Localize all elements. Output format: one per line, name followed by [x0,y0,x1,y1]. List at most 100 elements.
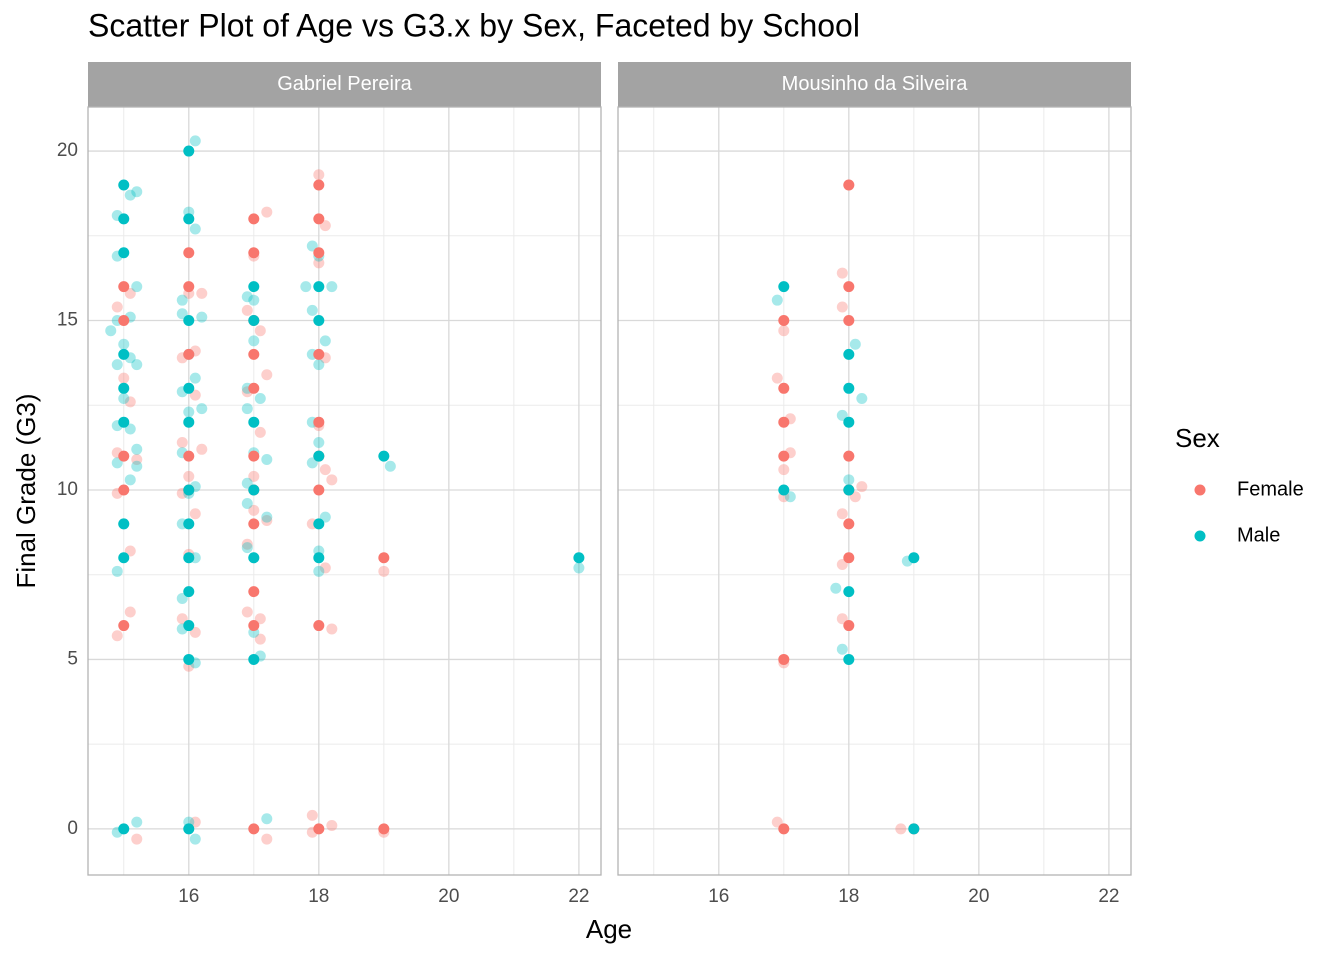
jitter-point [856,392,868,404]
jitter-point [131,833,143,845]
point [118,416,130,428]
jitter-point [131,816,143,828]
jitter-point [124,287,136,299]
point [313,247,325,259]
jitter-point [261,813,273,825]
jitter-point [118,338,130,350]
jitter-point [111,565,123,577]
jitter-point [111,359,123,371]
point [183,586,195,598]
jitter-point [313,359,325,371]
point [118,315,130,327]
point [573,552,585,564]
jitter-point [261,514,273,526]
point [778,382,790,394]
point [183,416,195,428]
point [843,484,855,496]
jitter-point [176,308,188,320]
point [378,450,390,462]
point [843,281,855,293]
point [843,348,855,360]
point [843,315,855,327]
jitter-point [254,325,266,337]
jitter-point [313,257,325,269]
point [183,653,195,665]
point [313,179,325,191]
point [248,586,260,598]
point [118,823,130,835]
jitter-point [384,460,396,472]
jitter-point [241,477,253,489]
x-tick-label: 18 [838,886,859,907]
jitter-point [326,820,338,832]
jitter-point [261,511,273,523]
jitter-point [196,287,208,299]
point [843,450,855,462]
point [248,416,260,428]
point [313,450,325,462]
jitter-point [326,474,338,486]
jitter-point [306,240,318,252]
x-tick-label: 20 [968,886,989,907]
jitter-point [196,311,208,323]
jitter-point [131,359,143,371]
point [118,213,130,225]
jitter-point [319,464,331,476]
panel-border [617,106,1132,876]
jitter-point [856,481,868,493]
jitter-point [124,396,136,408]
point [248,653,260,665]
point [843,586,855,598]
jitter-point [849,338,861,350]
panel-border [87,106,602,876]
jitter-point [124,606,136,618]
legend-title: Sex [1175,423,1220,453]
jitter-point [124,189,136,201]
jitter-point [300,281,312,293]
jitter-point [313,169,325,181]
y-tick-label: 0 [67,818,78,839]
jitter-point [248,335,260,347]
strip [88,62,601,107]
jitter-point [261,833,273,845]
jitter-point [771,294,783,306]
jitter-point [131,453,143,465]
jitter-point [241,606,253,618]
y-tick-label: 10 [57,479,78,500]
point [778,484,790,496]
jitter-point [131,443,143,455]
jitter-point [131,186,143,198]
jitter-point [118,392,130,404]
jitter-point [771,816,783,828]
y-tick-label: 20 [57,140,78,161]
point [248,552,260,564]
point [118,620,130,632]
jitter-point [378,565,390,577]
x-tick-label: 22 [1098,886,1119,907]
point [248,484,260,496]
jitter-point [111,457,123,469]
jitter-point [836,409,848,421]
jitter-point [183,470,195,482]
jitter-point [189,816,201,828]
point [313,348,325,360]
point [843,552,855,564]
jitter-point [313,437,325,449]
jitter-point [254,426,266,438]
jitter-point [111,301,123,313]
jitter-point [784,491,796,503]
jitter-point [778,464,790,476]
jitter-point [326,623,338,635]
point [183,382,195,394]
point [183,552,195,564]
jitter-point [836,643,848,655]
point [118,348,130,360]
legend-key [1194,530,1206,542]
point [183,620,195,632]
point [843,382,855,394]
x-tick-label: 22 [568,886,589,907]
point [908,552,920,564]
jitter-point [124,545,136,557]
jitter-point [836,559,848,571]
point [778,823,790,835]
